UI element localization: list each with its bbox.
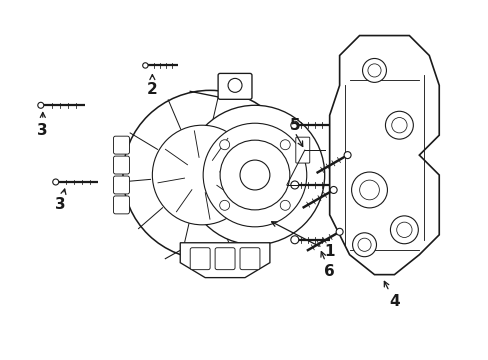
Circle shape	[219, 200, 229, 210]
Circle shape	[359, 180, 379, 200]
Circle shape	[240, 160, 269, 190]
Circle shape	[220, 140, 289, 210]
Circle shape	[53, 179, 59, 185]
Circle shape	[142, 63, 148, 68]
Circle shape	[219, 140, 229, 150]
Circle shape	[367, 64, 380, 77]
Circle shape	[362, 58, 386, 82]
Text: 1: 1	[271, 222, 334, 259]
FancyBboxPatch shape	[113, 176, 129, 194]
Circle shape	[38, 102, 44, 108]
FancyBboxPatch shape	[113, 136, 129, 154]
FancyBboxPatch shape	[218, 73, 251, 99]
Circle shape	[357, 238, 370, 251]
Circle shape	[290, 181, 298, 189]
Circle shape	[280, 200, 290, 210]
FancyBboxPatch shape	[113, 196, 129, 214]
Circle shape	[396, 222, 411, 238]
FancyBboxPatch shape	[190, 248, 210, 270]
Polygon shape	[180, 243, 269, 278]
FancyBboxPatch shape	[295, 137, 309, 163]
Text: 2: 2	[147, 75, 158, 97]
Ellipse shape	[122, 90, 297, 260]
Text: 3: 3	[55, 189, 66, 212]
Text: 6: 6	[320, 252, 334, 279]
Circle shape	[329, 186, 336, 193]
Circle shape	[344, 152, 350, 159]
FancyBboxPatch shape	[240, 248, 260, 270]
Circle shape	[389, 216, 417, 244]
Circle shape	[351, 172, 386, 208]
Circle shape	[385, 111, 412, 139]
Text: 5: 5	[289, 118, 300, 133]
FancyBboxPatch shape	[113, 156, 129, 174]
Circle shape	[391, 118, 406, 133]
Polygon shape	[329, 36, 438, 275]
Circle shape	[203, 123, 306, 227]
Circle shape	[352, 233, 376, 257]
Circle shape	[335, 228, 343, 235]
Circle shape	[152, 125, 251, 225]
FancyBboxPatch shape	[215, 248, 235, 270]
Circle shape	[185, 105, 324, 245]
Circle shape	[280, 140, 290, 150]
Text: 4: 4	[384, 282, 399, 309]
Circle shape	[290, 121, 298, 129]
Circle shape	[227, 78, 242, 92]
Circle shape	[290, 236, 298, 244]
Text: 3: 3	[38, 112, 48, 138]
